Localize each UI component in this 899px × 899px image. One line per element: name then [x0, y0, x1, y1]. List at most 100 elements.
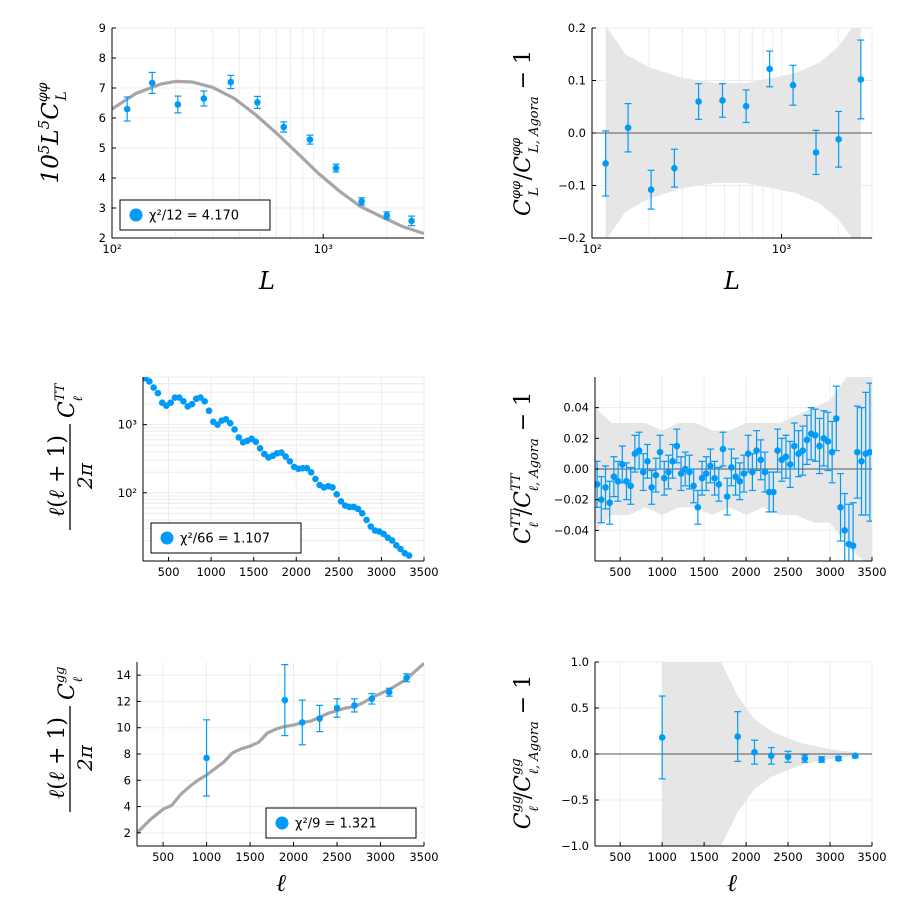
data-point — [403, 674, 410, 682]
x-tick-label: 10³ — [772, 242, 792, 256]
data-point — [602, 160, 609, 167]
data-point — [734, 733, 741, 740]
data-point — [380, 530, 387, 538]
data-point — [201, 398, 209, 405]
svg-text:2π: 2π — [73, 462, 97, 490]
data-point — [367, 523, 375, 530]
data-point — [770, 488, 777, 496]
y-tick-label: 8 — [99, 51, 106, 65]
data-point — [306, 136, 314, 143]
x-tick-label: 3000 — [367, 565, 396, 579]
y-tick-label: 0.5 — [571, 701, 589, 715]
data-point — [627, 482, 634, 490]
data-point — [671, 164, 678, 172]
y-tick-label: 0.02 — [563, 431, 589, 445]
legend-label: χ²/66 = 1.107 — [180, 532, 270, 547]
data-point — [786, 461, 794, 468]
x-tick-label: 500 — [609, 565, 631, 579]
data-point — [835, 755, 842, 762]
data-point — [818, 756, 825, 763]
data-point — [167, 399, 174, 406]
data-point — [252, 438, 260, 446]
data-point — [749, 468, 756, 476]
data-point — [280, 123, 288, 131]
legend-box — [119, 199, 271, 231]
data-point — [222, 415, 230, 423]
y-tick-label: 0.00 — [563, 462, 589, 476]
x-tick-label: 1000 — [196, 565, 225, 579]
data-point — [837, 504, 844, 511]
data-point — [123, 105, 131, 113]
panel-tt-spectrum: 500 1000 1500 2000 2500 3000 3500 10² 10³ χ²/66 =… — [118, 376, 439, 579]
data-point — [740, 470, 748, 477]
data-point — [761, 468, 769, 476]
data-point — [618, 461, 626, 468]
data-point — [774, 447, 781, 454]
data-point — [405, 552, 413, 559]
data-point — [635, 447, 643, 454]
data-point — [841, 527, 849, 534]
data-point — [711, 474, 718, 482]
xlabel-gg-ratio: ℓ — [727, 869, 737, 897]
data-point — [312, 475, 319, 483]
data-point — [307, 469, 315, 476]
data-point — [854, 448, 861, 456]
data-point — [799, 447, 807, 454]
y-tick-label: −0.04 — [554, 523, 589, 537]
legend: χ²/9 = 1.321 — [265, 807, 417, 839]
data-point — [408, 217, 415, 225]
xlabel-phi-ratio: L — [723, 267, 740, 295]
data-point — [235, 434, 243, 441]
data-point — [801, 755, 809, 762]
y-tick-label: 6 — [124, 773, 131, 787]
data-point — [690, 482, 697, 490]
data-point — [254, 99, 261, 106]
x-tick-label: 3500 — [409, 850, 438, 864]
x-tick-label: 1000 — [648, 565, 677, 579]
data-point — [665, 468, 672, 476]
x-tick-label: 2500 — [324, 565, 353, 579]
data-point — [146, 378, 153, 385]
data-point — [606, 499, 613, 507]
data-point — [397, 545, 404, 553]
data-point — [647, 186, 655, 193]
y-tick-label: 0.0 — [571, 747, 589, 761]
data-point — [329, 484, 336, 491]
data-point — [174, 101, 182, 108]
y-tick-label: −0.2 — [558, 231, 586, 245]
data-point — [303, 464, 311, 472]
y-tick-label: −0.1 — [558, 179, 586, 193]
x-tick-label: 2000 — [731, 565, 760, 579]
x-tick-label: 1500 — [239, 565, 268, 579]
data-point — [719, 445, 727, 453]
legend-box — [150, 522, 302, 554]
y-tick-label: −0.02 — [554, 493, 589, 507]
x-tick-label: 3500 — [857, 850, 886, 864]
y-tick-label: 3 — [99, 201, 106, 215]
data-point — [333, 491, 341, 498]
y-tick-label: 0.1 — [568, 74, 586, 88]
data-point — [150, 384, 157, 391]
data-point — [757, 456, 765, 464]
data-point — [393, 541, 400, 549]
data-point — [803, 436, 811, 444]
data-point — [673, 442, 681, 450]
data-point — [753, 447, 760, 454]
panel-gg-ratio: 500 1000 1500 2000 2500 3000 3500 −1.0 −0.5 0.0 0.… — [561, 655, 887, 864]
panel-gg-spectrum: 500 1000 1500 2000 2500 3000 3500 2 4 6 8 10 12 14 χ²/… — [116, 662, 439, 864]
data-point — [812, 431, 819, 439]
ylabel-phi-spectrum: 105L5Cφφ L — [35, 82, 70, 183]
x-tick-label: 10² — [102, 242, 121, 256]
data-point — [723, 493, 731, 500]
y-tick-label: 12 — [116, 694, 131, 708]
y-tick-label: 5 — [99, 141, 106, 155]
data-point — [686, 468, 693, 476]
x-tick-label: 3500 — [857, 565, 886, 579]
x-tick-label: 1500 — [235, 850, 264, 864]
x-tick-label: 500 — [152, 850, 174, 864]
data-point — [154, 389, 162, 397]
